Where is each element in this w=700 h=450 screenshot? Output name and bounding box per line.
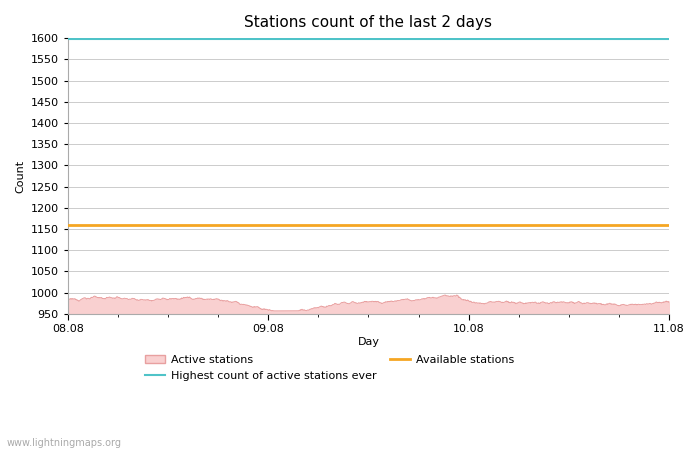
Y-axis label: Count: Count — [15, 159, 25, 193]
Text: www.lightningmaps.org: www.lightningmaps.org — [7, 438, 122, 448]
Legend: Active stations, Highest count of active stations ever, Available stations: Active stations, Highest count of active… — [146, 355, 514, 381]
X-axis label: Day: Day — [358, 337, 379, 347]
Title: Stations count of the last 2 days: Stations count of the last 2 days — [244, 15, 492, 30]
